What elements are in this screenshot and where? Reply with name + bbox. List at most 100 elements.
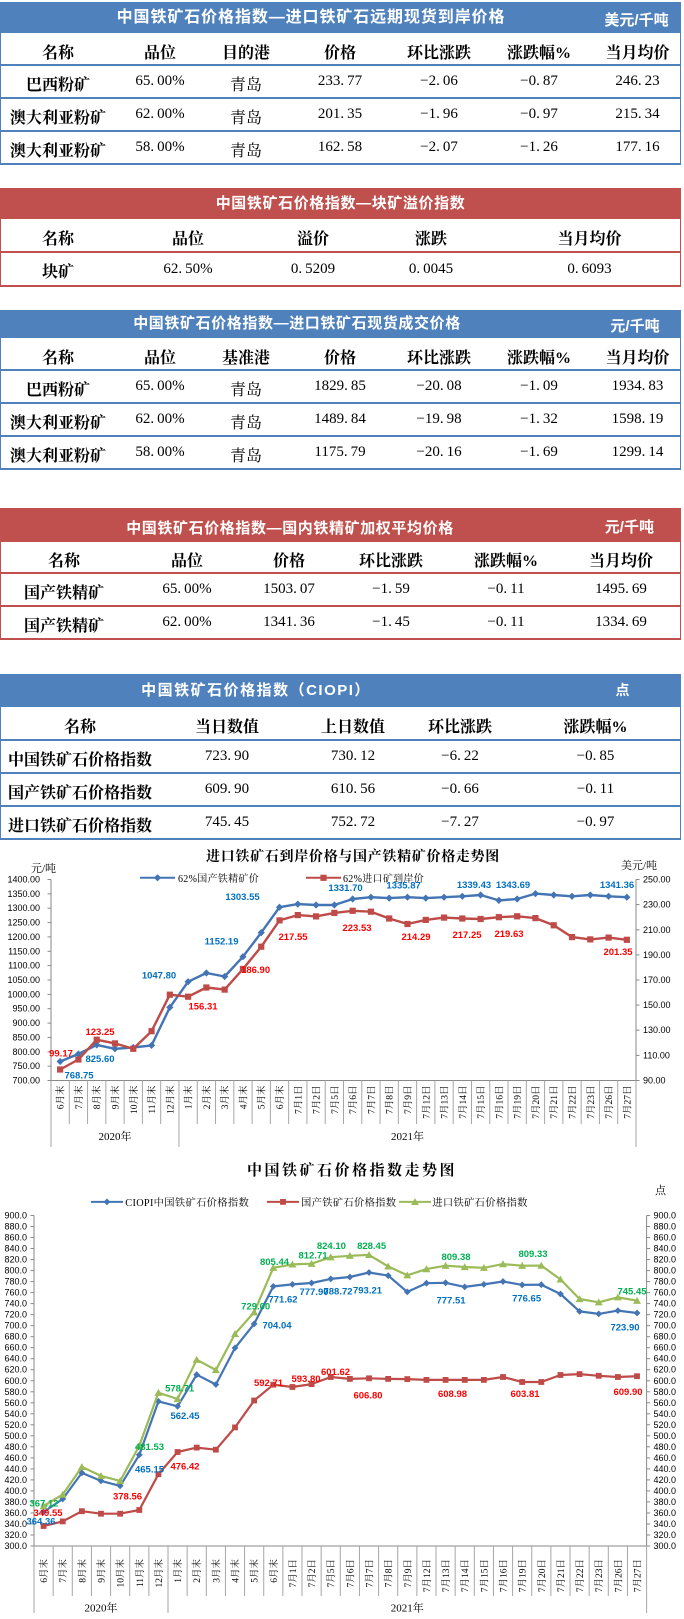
svg-text:540.0: 540.0 [654,1409,677,1419]
svg-text:7月22日: 7月22日 [575,1559,586,1592]
svg-text:7月9日: 7月9日 [403,1086,414,1115]
svg-text:150.00: 150.00 [643,1000,671,1010]
svg-text:768.75: 768.75 [64,1071,94,1082]
svg-text:1339.43: 1339.43 [457,880,491,891]
svg-text:201.35: 201.35 [603,947,633,958]
svg-text:2020年: 2020年 [85,1601,118,1615]
svg-text:7月9日: 7月9日 [403,1559,414,1588]
svg-text:7月22日: 7月22日 [568,1086,579,1119]
svg-text:460.0: 460.0 [654,1453,677,1463]
svg-text:99.17: 99.17 [49,1049,73,1060]
svg-text:1343.69: 1343.69 [496,880,530,891]
svg-text:720.0: 720.0 [654,1310,677,1320]
svg-text:480.0: 480.0 [654,1442,677,1452]
svg-text:367.12: 367.12 [29,1499,58,1510]
svg-text:217.25: 217.25 [452,930,482,941]
svg-text:680.0: 680.0 [654,1332,677,1342]
svg-text:7月6日: 7月6日 [348,1086,359,1115]
svg-text:7月2日: 7月2日 [307,1559,318,1588]
svg-text:7月5日: 7月5日 [326,1559,337,1588]
svg-text:7月7日: 7月7日 [365,1559,376,1588]
svg-text:700.0: 700.0 [4,1321,27,1331]
svg-text:1152.19: 1152.19 [205,937,239,948]
svg-text:320.0: 320.0 [654,1530,677,1540]
svg-text:9月末: 9月末 [96,1559,108,1583]
svg-text:进口铁矿石到岸价格与国产铁精矿价格走势图: 进口铁矿石到岸价格与国产铁精矿价格走势图 [206,848,500,865]
svg-text:2月末: 2月末 [201,1085,213,1109]
svg-text:400.0: 400.0 [4,1486,27,1496]
svg-text:380.0: 380.0 [4,1497,27,1507]
svg-text:788.72: 788.72 [323,1287,352,1298]
svg-text:7月12日: 7月12日 [421,1086,432,1119]
svg-text:723.90: 723.90 [610,1323,639,1334]
svg-text:6月末: 6月末 [38,1559,50,1583]
svg-text:1400.00: 1400.00 [7,875,40,885]
svg-text:12月末: 12月末 [164,1085,176,1114]
svg-text:6月末: 6月末 [274,1085,286,1109]
svg-text:7月26日: 7月26日 [604,1086,615,1119]
svg-text:608.98: 608.98 [438,1389,467,1400]
svg-text:230.00: 230.00 [643,900,671,910]
svg-text:1月末: 1月末 [172,1559,184,1583]
svg-text:760.0: 760.0 [654,1288,677,1298]
svg-text:420.0: 420.0 [654,1475,677,1485]
svg-text:7月13日: 7月13日 [440,1086,451,1119]
svg-text:2021年: 2021年 [391,1129,424,1143]
svg-text:465.15: 465.15 [135,1465,165,1476]
svg-text:6月末: 6月末 [55,1085,67,1109]
svg-text:824.10: 824.10 [317,1241,346,1252]
svg-text:7月19日: 7月19日 [518,1559,529,1592]
svg-text:460.0: 460.0 [4,1453,27,1463]
svg-text:620.0: 620.0 [654,1365,677,1375]
svg-text:219.63: 219.63 [494,929,523,940]
svg-text:7月7日: 7月7日 [366,1086,377,1115]
svg-text:562.45: 562.45 [170,1411,200,1422]
svg-text:340.0: 340.0 [4,1519,27,1529]
svg-text:2021年: 2021年 [391,1601,424,1615]
svg-text:6月末: 6月末 [268,1559,280,1583]
svg-text:700.00: 700.00 [12,1076,40,1086]
svg-text:7月5日: 7月5日 [330,1086,341,1115]
svg-text:776.65: 776.65 [512,1294,542,1305]
svg-text:420.0: 420.0 [4,1475,27,1485]
svg-text:1335.87: 1335.87 [386,881,420,892]
svg-text:7月15日: 7月15日 [479,1559,490,1592]
svg-text:603.81: 603.81 [510,1389,540,1400]
svg-text:1047.80: 1047.80 [142,971,176,982]
svg-text:481.53: 481.53 [135,1442,164,1453]
svg-text:825.60: 825.60 [85,1054,114,1065]
svg-text:1331.70: 1331.70 [328,883,362,894]
svg-text:800.00: 800.00 [12,1047,40,1057]
svg-text:2月末: 2月末 [191,1559,203,1583]
svg-text:7月1日: 7月1日 [293,1086,304,1115]
svg-text:7月27日: 7月27日 [622,1086,633,1119]
svg-text:1303.55: 1303.55 [225,892,260,903]
svg-text:771.62: 771.62 [268,1295,297,1306]
svg-text:223.53: 223.53 [342,923,371,934]
svg-text:600.0: 600.0 [654,1376,677,1386]
svg-text:777.51: 777.51 [436,1296,466,1307]
svg-text:186.90: 186.90 [241,965,270,976]
svg-text:349.55: 349.55 [33,1508,63,1519]
svg-text:214.29: 214.29 [401,932,430,943]
svg-text:840.0: 840.0 [4,1244,27,1254]
svg-text:62%国产铁精矿价: 62%国产铁精矿价 [178,872,259,885]
svg-text:320.0: 320.0 [4,1530,27,1540]
svg-text:900.0: 900.0 [654,1211,677,1221]
svg-text:1月末: 1月末 [183,1085,195,1109]
svg-text:1350.00: 1350.00 [7,889,40,899]
svg-text:217.55: 217.55 [278,932,308,943]
svg-text:7月末: 7月末 [57,1559,69,1583]
svg-text:777.90: 777.90 [299,1287,328,1298]
svg-text:378.56: 378.56 [113,1492,142,1503]
svg-text:7月19日: 7月19日 [513,1086,524,1119]
svg-text:780.0: 780.0 [654,1277,677,1287]
svg-text:7月23日: 7月23日 [586,1086,597,1119]
svg-text:7月16日: 7月16日 [494,1086,505,1119]
svg-text:1050.00: 1050.00 [7,975,40,985]
svg-text:606.80: 606.80 [353,1391,382,1402]
svg-text:364.36: 364.36 [26,1517,55,1528]
svg-text:美元/吨: 美元/吨 [621,858,657,872]
svg-text:780.0: 780.0 [4,1277,27,1287]
svg-text:5月末: 5月末 [256,1085,268,1109]
